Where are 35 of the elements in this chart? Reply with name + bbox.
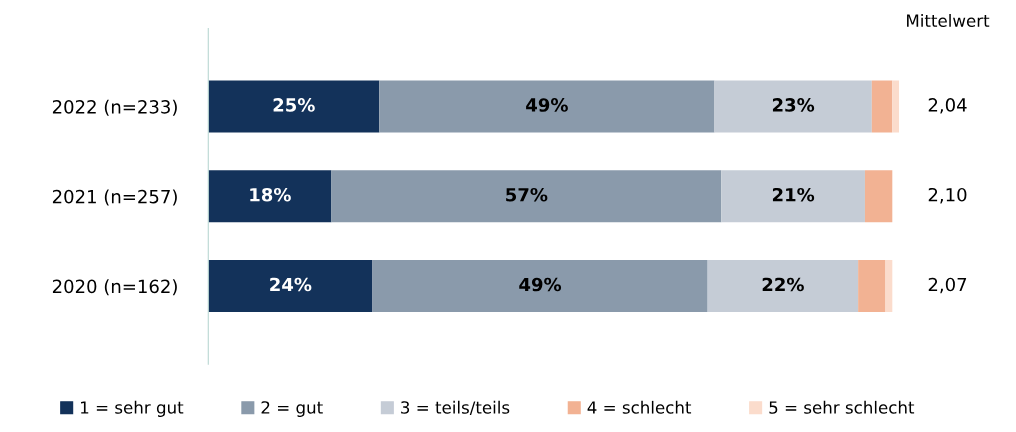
bar (208, 80, 380, 133)
data-label: 21% (772, 187, 815, 202)
legend-label: 3 = teils/teils (401, 400, 510, 416)
legend-label: 1 = sehr gut (81, 400, 184, 417)
data-label: 22% (762, 277, 804, 292)
bar (892, 80, 900, 133)
y-tick-label: 2021 (n=257) (52, 189, 177, 206)
text: Mittelwert (907, 14, 990, 28)
data-label: 49% (526, 98, 568, 112)
data-label: 25% (273, 98, 315, 112)
legend-label: 2 = gut (261, 401, 323, 417)
bar (707, 260, 859, 313)
data-label: 57% (506, 187, 548, 202)
data-label: 18% (250, 187, 291, 202)
bar (858, 260, 886, 313)
bar (331, 170, 722, 223)
bar (208, 170, 332, 223)
bar (372, 260, 708, 313)
bar (885, 260, 893, 313)
data-label: 49% (519, 277, 562, 292)
y-tick-label: 2020 (n=162) (52, 279, 177, 296)
text: 2,04 (928, 98, 967, 114)
bar (379, 80, 715, 133)
data-label: 24% (270, 277, 312, 292)
bar (714, 80, 872, 133)
text: 2,10 (928, 187, 967, 204)
legend-label: 4 = schlecht (587, 400, 692, 414)
legend-label: 5 = sehr schlecht (769, 400, 915, 414)
bar (871, 80, 893, 133)
text: 2,07 (928, 277, 967, 294)
bar (864, 170, 893, 223)
bar (208, 260, 373, 313)
y-tick-label: 2022 (n=233) (52, 99, 177, 116)
data-label: 23% (772, 98, 815, 112)
bar (721, 170, 865, 223)
